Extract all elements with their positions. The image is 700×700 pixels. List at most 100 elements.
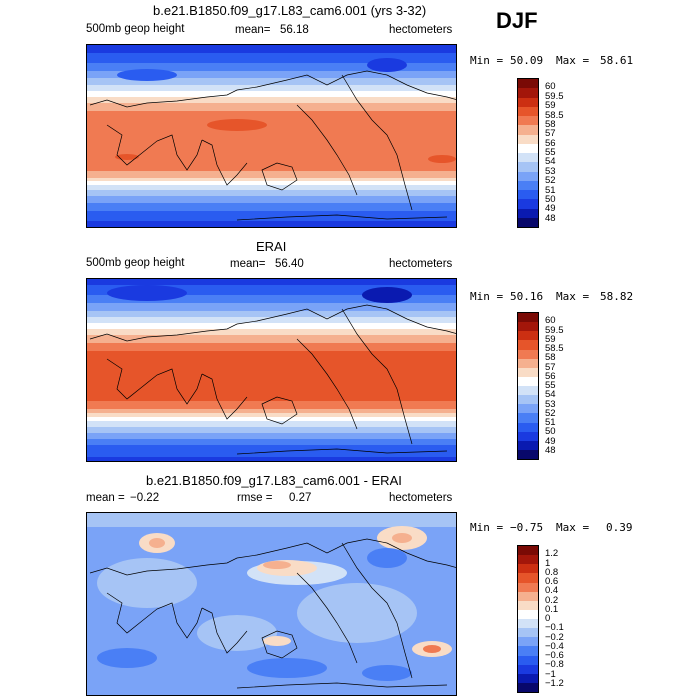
- colorbar-swatch: [518, 134, 538, 144]
- colorbar-level-label: 52: [545, 175, 556, 187]
- colorbar-level-label: −0.8: [545, 659, 564, 671]
- panel2-colorbar: [517, 312, 539, 460]
- colorbar-swatch: [518, 208, 538, 218]
- panel1-map: [86, 44, 457, 228]
- colorbar-level-label: 55: [545, 380, 556, 391]
- colorbar-swatch: [518, 431, 538, 441]
- panel2-title: ERAI: [256, 239, 287, 254]
- panel2-units: hectometers: [389, 258, 453, 270]
- panel2-map: [86, 278, 457, 462]
- panel2-max-value: 58.82: [600, 290, 634, 303]
- colorbar-level-label: 0: [545, 613, 551, 624]
- panel1-mean-label: mean=: [235, 24, 271, 36]
- colorbar-swatch: [518, 555, 538, 565]
- colorbar-level-label: 0.2: [545, 594, 559, 606]
- colorbar-swatch: [518, 217, 538, 227]
- colorbar-swatch: [518, 331, 538, 341]
- colorbar-swatch: [518, 88, 538, 98]
- panel3-contour-plot: [87, 513, 456, 695]
- colorbar-swatch: [518, 564, 538, 574]
- colorbar-level-label: 0.8: [545, 566, 559, 578]
- panel2-min-value: 50.16: [510, 290, 544, 303]
- colorbar-swatch: [518, 395, 538, 405]
- panel1-min-value: 50.09: [510, 54, 544, 67]
- colorbar-swatch: [518, 582, 538, 592]
- panel3-max-value: 0.39: [606, 521, 633, 534]
- panel3-rmse-label: rmse =: [237, 492, 273, 504]
- colorbar-level-label: 54: [545, 389, 556, 401]
- panel3-rmse-value: 0.27: [289, 492, 312, 504]
- colorbar-swatch: [518, 190, 538, 200]
- colorbar-swatch: [518, 180, 538, 190]
- colorbar-swatch: [518, 628, 538, 638]
- colorbar-level-label: −1.2: [545, 677, 564, 689]
- colorbar-level-label: 49: [545, 203, 556, 215]
- colorbar-swatch: [518, 546, 538, 556]
- colorbar-swatch: [518, 79, 538, 89]
- colorbar-swatch: [518, 664, 538, 674]
- colorbar-swatch: [518, 367, 538, 377]
- colorbar-level-label: 1.2: [545, 548, 559, 560]
- panel1-max-value: 58.61: [600, 54, 634, 67]
- colorbar-swatch: [518, 682, 538, 692]
- colorbar-level-label: 57: [545, 128, 556, 140]
- colorbar-swatch: [518, 600, 538, 610]
- panel2-contour-plot: [87, 279, 456, 461]
- colorbar-swatch: [518, 125, 538, 135]
- colorbar-swatch: [518, 440, 538, 450]
- panel3-title: b.e21.B1850.f09_g17.L83_cam6.001 - ERAI: [146, 473, 402, 488]
- colorbar-swatch: [518, 171, 538, 181]
- panel2-max-label: Max =: [556, 290, 590, 303]
- colorbar-level-label: −0.4: [545, 640, 564, 652]
- panel1-mean-value: 56.18: [280, 24, 309, 36]
- colorbar-swatch: [518, 106, 538, 116]
- colorbar-swatch: [518, 591, 538, 601]
- panel2-variable-label: 500mb geop height: [86, 257, 185, 269]
- colorbar-swatch: [518, 404, 538, 414]
- colorbar-swatch: [518, 655, 538, 665]
- panel1-max-label: Max =: [556, 54, 590, 67]
- panel3-max-label: Max =: [556, 521, 590, 534]
- colorbar-level-label: 57: [545, 361, 556, 373]
- colorbar-level-label: 58: [545, 118, 556, 130]
- panel2-min-label: Min =: [470, 290, 504, 303]
- colorbar-level-label: 55: [545, 147, 556, 158]
- colorbar-swatch: [518, 358, 538, 368]
- colorbar-swatch: [518, 349, 538, 359]
- colorbar-level-label: 48: [545, 444, 556, 456]
- colorbar-swatch: [518, 313, 538, 323]
- colorbar-level-label: −1: [545, 668, 556, 680]
- colorbar-level-label: 59: [545, 333, 556, 345]
- colorbar-swatch: [518, 422, 538, 432]
- colorbar-swatch: [518, 143, 538, 153]
- colorbar-level-label: 1: [545, 557, 551, 569]
- colorbar-swatch: [518, 340, 538, 350]
- colorbar-swatch: [518, 116, 538, 126]
- colorbar-level-label: 0.1: [545, 603, 559, 615]
- colorbar-level-label: 58.5: [545, 343, 564, 354]
- panel3-mean-label: mean =: [86, 492, 125, 504]
- colorbar-swatch: [518, 376, 538, 386]
- colorbar-level-label: 60: [545, 81, 556, 93]
- colorbar-level-label: 56: [545, 370, 556, 382]
- colorbar-swatch: [518, 162, 538, 172]
- colorbar-swatch: [518, 609, 538, 619]
- colorbar-level-label: 59.5: [545, 324, 564, 336]
- colorbar-level-label: 53: [545, 165, 556, 177]
- colorbar-level-label: −0.6: [545, 650, 564, 661]
- colorbar-swatch: [518, 153, 538, 163]
- colorbar-swatch: [518, 619, 538, 629]
- panel1-units: hectometers: [389, 24, 453, 36]
- season-label: DJF: [496, 8, 538, 33]
- colorbar-swatch: [518, 97, 538, 107]
- colorbar-level-label: 59.5: [545, 90, 564, 102]
- colorbar-level-label: 53: [545, 398, 556, 410]
- colorbar-level-label: 0.4: [545, 585, 559, 597]
- colorbar-level-label: 60: [545, 315, 556, 327]
- colorbar-swatch: [518, 637, 538, 647]
- panel2-mean-value: 56.40: [275, 258, 304, 270]
- panel3-colorbar: [517, 545, 539, 693]
- panel3-min-value: −0.75: [510, 521, 544, 534]
- colorbar-level-label: 48: [545, 212, 556, 224]
- colorbar-level-label: 58.5: [545, 109, 564, 121]
